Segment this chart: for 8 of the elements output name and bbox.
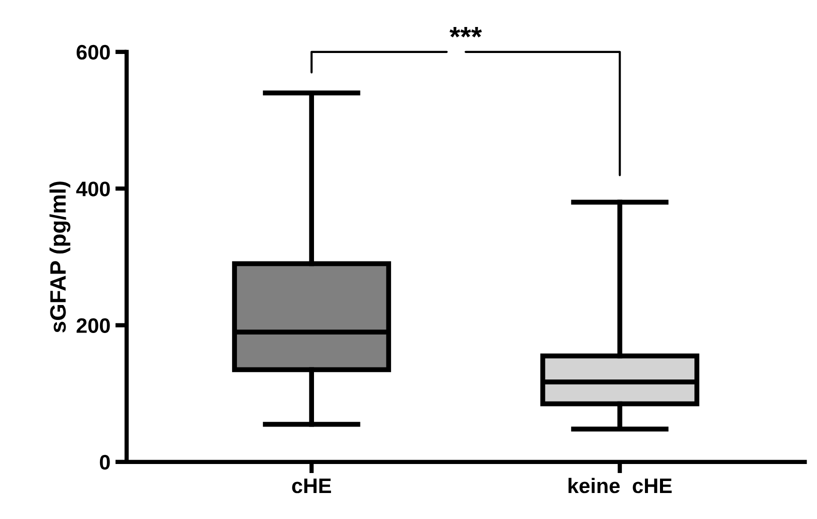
y-tick-label: 400 xyxy=(76,182,110,196)
x-tick-label: keine cHE xyxy=(568,478,672,494)
y-axis-title: sGFAP (pg/ml) xyxy=(50,182,70,332)
y-tick-label: 0 xyxy=(100,454,110,470)
text: *** xyxy=(450,27,482,38)
y-tick-label: 200 xyxy=(76,318,110,333)
x-tick-label: cHE xyxy=(292,478,332,494)
y-tick-label: 600 xyxy=(76,44,110,60)
